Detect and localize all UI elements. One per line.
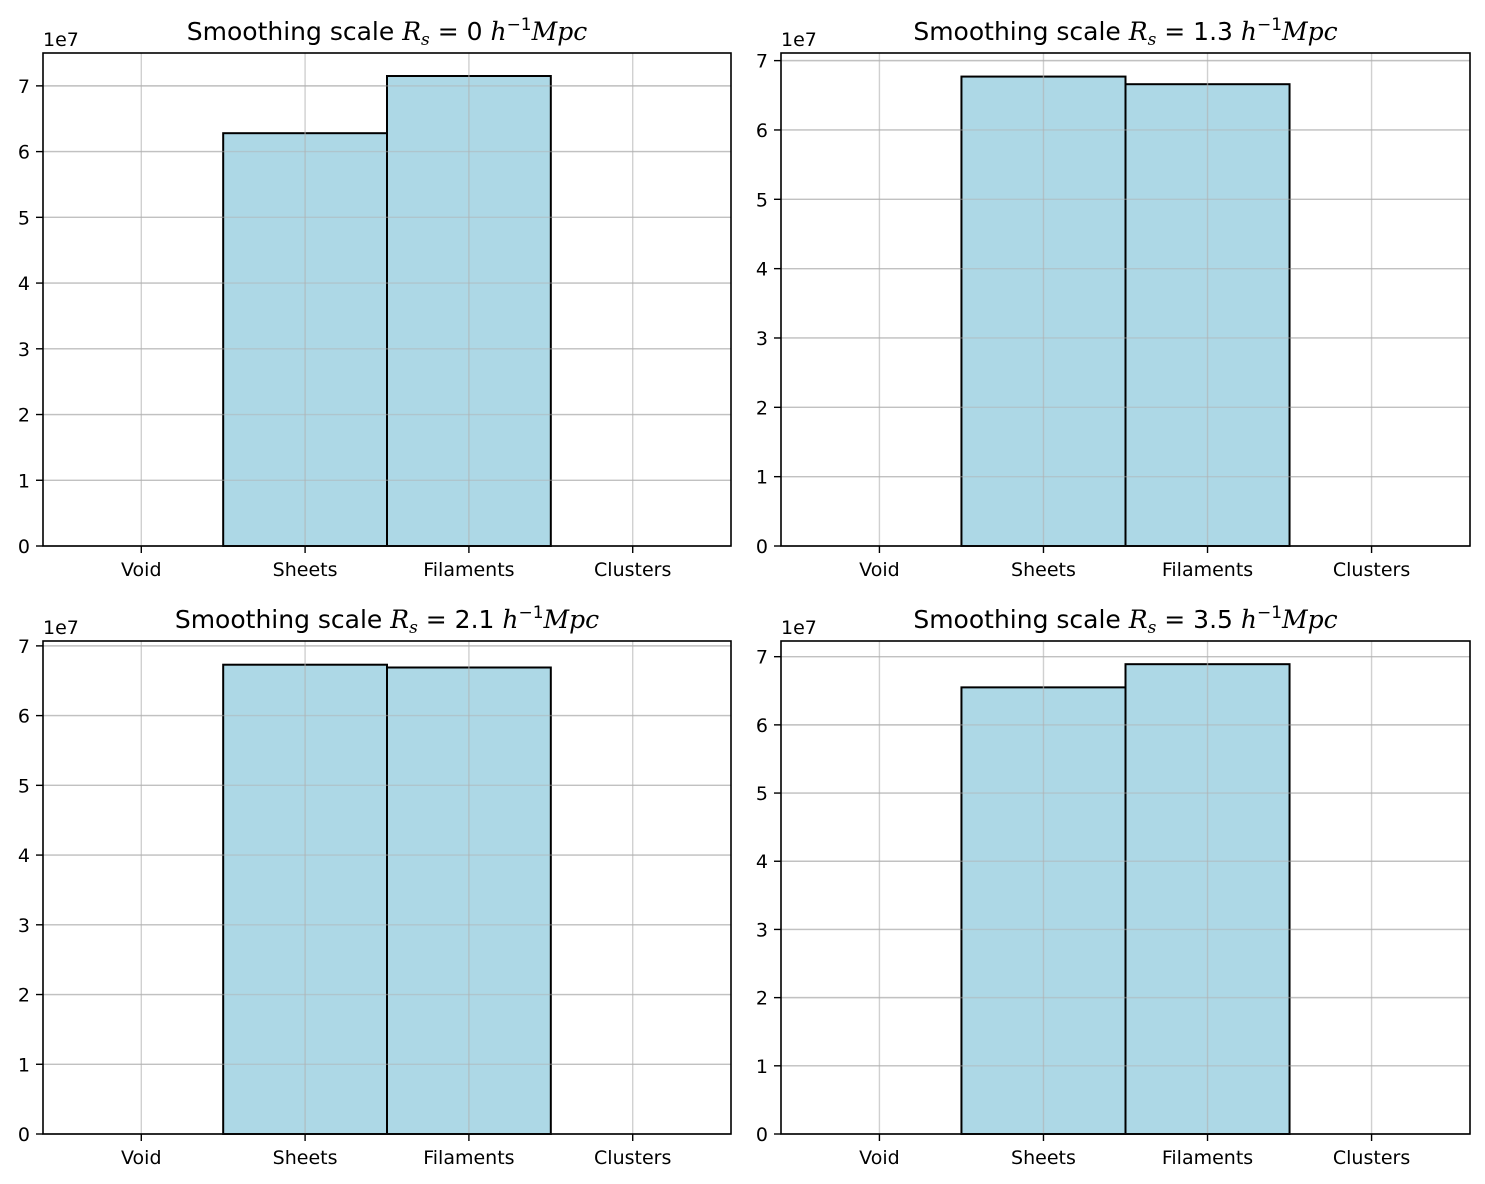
chart-title: Smoothing scale Rs = 0 h−1Mpc bbox=[187, 15, 587, 50]
x-tick-label: Filaments bbox=[1162, 559, 1253, 581]
y-tick-label: 7 bbox=[756, 51, 768, 73]
y-tick-label: 3 bbox=[18, 339, 30, 361]
y-offset-label: 1e7 bbox=[781, 29, 817, 51]
x-tick-label: Clusters bbox=[594, 1147, 671, 1169]
y-tick-label: 0 bbox=[756, 536, 768, 558]
x-tick-label: Clusters bbox=[594, 559, 671, 581]
y-tick-label: 4 bbox=[756, 259, 768, 281]
y-tick-label: 0 bbox=[756, 1124, 768, 1146]
x-tick-label: Sheets bbox=[273, 1147, 338, 1169]
axes-frame bbox=[780, 52, 1471, 547]
y-tick-label: 4 bbox=[18, 273, 30, 295]
axes-frame bbox=[780, 640, 1471, 1135]
y-tick-label: 6 bbox=[18, 706, 30, 728]
chart-panel-4: 0 1 2 3 4 5 6 7 Void Sheets Filaments Clusters 1e7 Sm… bbox=[756, 603, 1471, 1169]
chart-title: Smoothing scale Rs = 1.3 h−1Mpc bbox=[913, 15, 1337, 50]
y-offset-label: 1e7 bbox=[43, 617, 79, 639]
y-tick-label: 1 bbox=[18, 470, 30, 492]
x-tick-label: Filaments bbox=[423, 559, 514, 581]
y-tick-label: 7 bbox=[756, 647, 768, 669]
y-tick-label: 1 bbox=[756, 1056, 768, 1078]
x-tick-label: Sheets bbox=[1011, 559, 1076, 581]
y-tick-label: 7 bbox=[18, 76, 30, 98]
y-tick-label: 1 bbox=[18, 1054, 30, 1076]
y-tick-label: 6 bbox=[756, 715, 768, 737]
y-tick-label: 5 bbox=[756, 189, 768, 211]
y-tick-label: 4 bbox=[18, 845, 30, 867]
x-tick-label: Clusters bbox=[1333, 559, 1410, 581]
x-tick-label: Sheets bbox=[273, 559, 338, 581]
chart-panel-3: 0 1 2 3 4 5 6 7 Void Sheets Filaments Clusters 1e7 Sm… bbox=[18, 603, 732, 1169]
axes-frame bbox=[42, 52, 732, 547]
y-tick-label: 6 bbox=[756, 120, 768, 142]
y-tick-label: 1 bbox=[756, 467, 768, 489]
y-tick-label: 0 bbox=[18, 536, 30, 558]
chart-panel-1: 0 1 2 3 4 5 6 7 Void Sheets Filaments Clusters 1e7 Sm… bbox=[18, 15, 732, 581]
y-tick-label: 2 bbox=[756, 988, 768, 1010]
y-tick-label: 7 bbox=[18, 636, 30, 658]
y-tick-label: 2 bbox=[18, 985, 30, 1007]
y-tick-label: 3 bbox=[18, 915, 30, 937]
y-offset-label: 1e7 bbox=[43, 29, 79, 51]
x-tick-label: Filaments bbox=[1162, 1147, 1253, 1169]
y-offset-label: 1e7 bbox=[781, 617, 817, 639]
axes-frame bbox=[42, 640, 732, 1135]
x-tick-label: Void bbox=[121, 559, 162, 581]
x-tick-label: Void bbox=[859, 559, 900, 581]
y-tick-label: 3 bbox=[756, 919, 768, 941]
chart-panel-2: 0 1 2 3 4 5 6 7 Void Sheets Filaments Clusters 1e7 Sm… bbox=[756, 15, 1471, 581]
y-tick-label: 5 bbox=[18, 775, 30, 797]
chart-title: Smoothing scale Rs = 3.5 h−1Mpc bbox=[913, 603, 1337, 638]
x-tick-label: Filaments bbox=[423, 1147, 514, 1169]
chart-title: Smoothing scale Rs = 2.1 h−1Mpc bbox=[175, 603, 599, 638]
y-tick-label: 3 bbox=[756, 328, 768, 350]
y-tick-label: 5 bbox=[18, 207, 30, 229]
x-tick-label: Void bbox=[121, 1147, 162, 1169]
x-tick-label: Void bbox=[859, 1147, 900, 1169]
x-tick-label: Sheets bbox=[1011, 1147, 1076, 1169]
y-tick-label: 0 bbox=[18, 1124, 30, 1146]
y-tick-label: 5 bbox=[756, 783, 768, 805]
y-tick-label: 6 bbox=[18, 142, 30, 164]
x-tick-label: Clusters bbox=[1333, 1147, 1410, 1169]
y-tick-label: 4 bbox=[756, 851, 768, 873]
y-tick-label: 2 bbox=[18, 405, 30, 427]
y-tick-label: 2 bbox=[756, 397, 768, 419]
